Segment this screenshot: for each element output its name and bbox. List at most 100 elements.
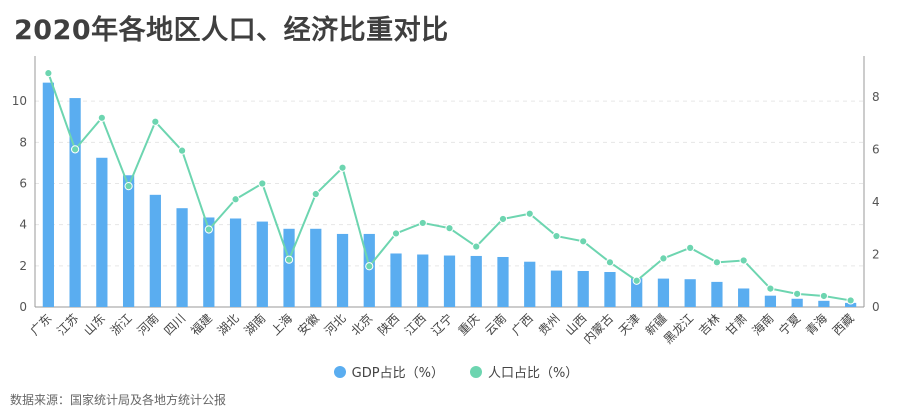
chart-title: 2020年各地区人口、经济比重对比	[14, 15, 449, 46]
x-category-label: 四川	[161, 311, 188, 338]
point-population	[338, 163, 347, 172]
chart-legend: GDP占比（%） 人口占比（%）	[0, 362, 912, 381]
point-population	[793, 289, 802, 298]
bar-gdp	[497, 256, 509, 307]
y-right-tick-label: 8	[872, 90, 880, 104]
point-population	[846, 296, 855, 305]
point-population	[97, 113, 106, 122]
bar-gdp	[738, 288, 750, 307]
bar-gdp	[69, 98, 81, 308]
bar-gdp	[657, 278, 670, 307]
bar-gdp	[711, 281, 723, 307]
x-category-label: 贵州	[536, 311, 563, 338]
bar-gdp	[42, 82, 54, 308]
x-category-label: 西藏	[830, 311, 857, 338]
bar-gdp	[229, 218, 242, 307]
point-population	[525, 209, 534, 218]
point-population	[605, 258, 615, 267]
bar-gdp	[604, 272, 616, 307]
y-right-tick-label: 2	[872, 247, 880, 261]
chart-canvas: 0 2 4 6 8 10 0 2 4 6 8 广东 江苏 山东 浙江 河南 四川 福建 湖北 湖南 上海 安徽 河北 北京 陕西…	[12, 56, 880, 347]
legend-item-pop[interactable]: 人口占比（%）	[469, 362, 578, 381]
x-category-label: 重庆	[455, 311, 482, 338]
bar-gdp	[417, 254, 429, 307]
legend-pop-marker	[469, 365, 482, 378]
source-note: 数据来源：国家统计局及各地方统计公报	[10, 393, 227, 407]
x-category-label: 云南	[482, 311, 510, 339]
bar-gdp	[684, 279, 696, 307]
x-category-label: 河北	[322, 311, 349, 338]
bar-gdp	[631, 278, 643, 307]
legend-item-gdp[interactable]: GDP占比（%）	[333, 362, 444, 381]
bar-gdp	[550, 270, 563, 307]
x-category-label: 浙江	[108, 311, 135, 338]
x-category-label: 陕西	[375, 311, 403, 339]
bar-gdp	[149, 194, 161, 307]
y-left-tick-label: 4	[19, 218, 27, 232]
bar-gdp	[845, 302, 857, 307]
bar-gdp	[363, 233, 375, 307]
point-population	[71, 145, 80, 154]
y-left-tick-label: 10	[12, 94, 27, 108]
point-population	[258, 179, 267, 188]
y-right-tick-label: 4	[872, 195, 880, 209]
bar-gdp	[764, 295, 777, 307]
bar-gdp	[443, 255, 456, 307]
point-population	[712, 258, 722, 267]
point-population	[204, 225, 213, 234]
x-category-label: 福建	[187, 311, 215, 339]
point-population	[498, 214, 508, 224]
point-population	[552, 231, 561, 241]
x-category-label: 海南	[749, 311, 777, 339]
y-left-tick-label: 6	[19, 177, 27, 191]
point-population	[231, 195, 240, 204]
point-population	[686, 243, 695, 252]
bar-gdp	[818, 300, 830, 307]
point-population	[124, 182, 133, 191]
point-population	[418, 218, 427, 228]
y-right-tick-label: 0	[872, 300, 880, 314]
x-category-label: 广西	[509, 311, 536, 338]
bar-gdp	[470, 255, 482, 307]
x-category-label: 山东	[81, 311, 108, 338]
bar-gdp	[283, 228, 295, 307]
x-category-label: 青海	[802, 311, 830, 339]
x-category-label: 湖南	[241, 311, 269, 339]
x-category-label: 江苏	[54, 311, 81, 338]
point-population	[151, 117, 160, 126]
x-category-label: 河南	[134, 311, 162, 339]
bar-gdp	[176, 208, 188, 307]
y-left-tick-label: 0	[19, 300, 27, 314]
point-population	[579, 237, 588, 246]
point-population	[284, 255, 294, 264]
bar-gdp	[203, 217, 215, 307]
point-population	[739, 256, 748, 265]
point-population	[659, 254, 668, 263]
point-population	[311, 189, 320, 199]
y-left-tick-label: 2	[19, 259, 27, 273]
x-category-label: 北京	[349, 311, 376, 338]
bar-gdp	[96, 157, 108, 307]
y-left-tick-label: 8	[19, 135, 27, 149]
bar-gdp	[524, 261, 536, 307]
point-population	[391, 229, 401, 238]
x-category-label: 广东	[28, 311, 55, 338]
x-category-label: 辽宁	[428, 311, 456, 339]
x-category-label: 吉林	[696, 311, 723, 338]
x-category-label: 江西	[402, 311, 429, 338]
bar-gdp	[256, 221, 268, 307]
x-category-label: 黑龙江	[661, 311, 696, 346]
bar-gdp	[310, 228, 322, 307]
bar-gdp	[336, 233, 349, 307]
x-category-label: 湖北	[214, 311, 242, 339]
point-population	[632, 276, 641, 285]
x-category-label: 安徽	[294, 311, 322, 339]
point-population	[819, 291, 828, 301]
x-category-label: 天津	[616, 311, 643, 338]
legend-gdp-marker	[333, 365, 346, 378]
point-population	[445, 224, 454, 233]
point-population	[766, 284, 775, 293]
legend-gdp-label: GDP占比（%）	[351, 366, 444, 381]
x-category-label: 宁夏	[776, 311, 804, 339]
x-category-label: 内蒙古	[580, 311, 616, 347]
